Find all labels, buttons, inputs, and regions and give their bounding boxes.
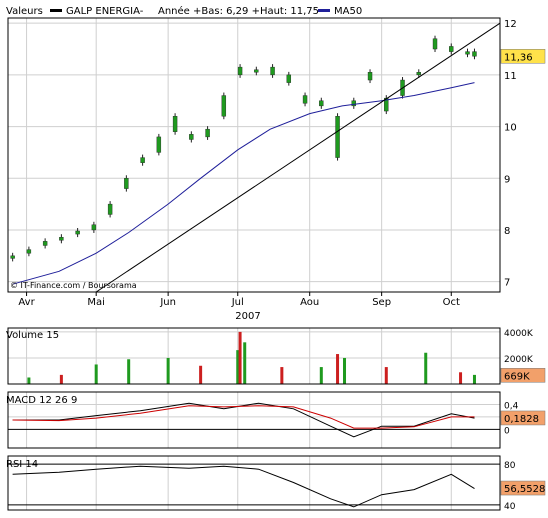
volume-bar	[472, 374, 476, 384]
price-tick-label: 11	[504, 71, 517, 82]
volume-bar	[94, 364, 98, 384]
header-label: Valeurs	[6, 6, 43, 17]
month-tick-label: Mai	[87, 297, 105, 308]
volume-tick-label: 4000K	[504, 329, 534, 339]
rsi-last-value: 56,5528	[504, 484, 545, 495]
candle	[302, 95, 308, 104]
price-tick-label: 8	[504, 226, 510, 237]
month-tick-label: Jul	[231, 297, 244, 308]
candle	[254, 69, 259, 73]
legend-swatch-ma50	[318, 9, 330, 12]
candle	[367, 72, 373, 81]
rsi-line	[12, 465, 475, 508]
price-tick-label: 7	[504, 278, 510, 289]
candle	[286, 74, 292, 83]
candle	[319, 100, 324, 107]
volume-bar	[384, 367, 388, 384]
volume-bar	[238, 331, 242, 384]
labels-layer: Valeurs GALP ENERGIA- Année +Bas: 6,29 +…	[6, 5, 545, 512]
candle	[432, 38, 438, 50]
volume-tick-label: 2000K	[504, 355, 534, 365]
macd-tick-label: 0	[504, 426, 510, 436]
price-panel-frame	[7, 17, 501, 293]
month-tick-label: Jun	[159, 297, 176, 308]
volume-bar	[199, 365, 203, 384]
legend-swatch-security	[50, 9, 62, 12]
price-tick-label: 12	[504, 19, 517, 30]
candle	[75, 230, 80, 235]
candle	[107, 203, 113, 215]
rsi-tick-label: 40	[504, 502, 516, 512]
grid-layer	[8, 18, 500, 510]
rsi-last-value-box	[500, 480, 546, 496]
candle	[384, 97, 389, 112]
volume-bar	[127, 359, 131, 384]
volume-bar	[243, 342, 247, 384]
volume-bar	[336, 354, 340, 384]
signal-line	[12, 405, 475, 429]
trendline	[95, 22, 501, 293]
candle	[465, 51, 470, 55]
volume-panel-frame	[7, 327, 501, 385]
macd-panel-frame	[7, 391, 501, 449]
candle	[124, 178, 129, 189]
volume-bar	[59, 374, 63, 384]
macd-last-value-box	[500, 410, 546, 426]
candle	[42, 241, 48, 246]
rsi-title: RSI 14	[6, 459, 38, 470]
volume-bar	[319, 367, 323, 384]
candle	[270, 66, 275, 76]
volume-bar	[459, 372, 463, 384]
candle	[10, 255, 15, 259]
price-last-value: 11,36	[504, 52, 533, 63]
macd-last-value: 0,1828	[504, 414, 539, 425]
volume-bar	[424, 352, 428, 384]
candle	[221, 95, 227, 117]
macd-tick-label: 0,4	[504, 401, 519, 411]
candle	[472, 51, 477, 57]
ma50-line	[12, 82, 475, 285]
price-tick-label: 9	[504, 174, 510, 185]
candle	[335, 116, 340, 158]
candle	[416, 72, 421, 76]
candle	[237, 66, 243, 76]
rsi-panel-frame	[7, 455, 501, 511]
price-last-value-box	[500, 49, 546, 64]
volume-last-value: 669K	[504, 371, 530, 382]
legend-ma50: MA50	[334, 6, 362, 17]
macd-line	[12, 402, 475, 438]
month-tick-label: Avr	[18, 297, 35, 308]
volume-title: Volume 15	[6, 330, 59, 341]
month-tick-label: Oct	[443, 297, 460, 308]
candle	[140, 157, 145, 163]
candle	[156, 136, 162, 153]
month-tick-label: Sep	[372, 297, 391, 308]
candle	[205, 128, 210, 138]
candle	[59, 236, 64, 241]
volume-last-value-box	[500, 368, 546, 383]
year-label: 2007	[235, 311, 260, 322]
marks-layer	[10, 22, 501, 508]
candle	[91, 224, 97, 231]
candle	[351, 100, 356, 107]
month-tick-label: Aou	[300, 297, 319, 308]
rsi-tick-label: 80	[504, 461, 516, 471]
volume-bar	[236, 350, 240, 384]
candle	[26, 249, 32, 254]
frame-layer	[7, 17, 501, 511]
copyright-credit: © IT-Finance.com / Boursorama	[10, 281, 137, 290]
volume-bar	[280, 367, 284, 384]
volume-bar	[343, 357, 347, 384]
candle	[449, 46, 454, 52]
volume-bar	[27, 377, 31, 384]
candle	[189, 134, 194, 140]
macd-title: MACD 12 26 9	[6, 395, 77, 406]
legend-security: GALP ENERGIA-	[66, 6, 144, 17]
year-range: Année +Bas: 6,29 +Haut: 11,75	[158, 5, 319, 17]
candle	[172, 116, 178, 132]
price-tick-label: 10	[504, 123, 517, 134]
volume-bar	[166, 357, 170, 384]
